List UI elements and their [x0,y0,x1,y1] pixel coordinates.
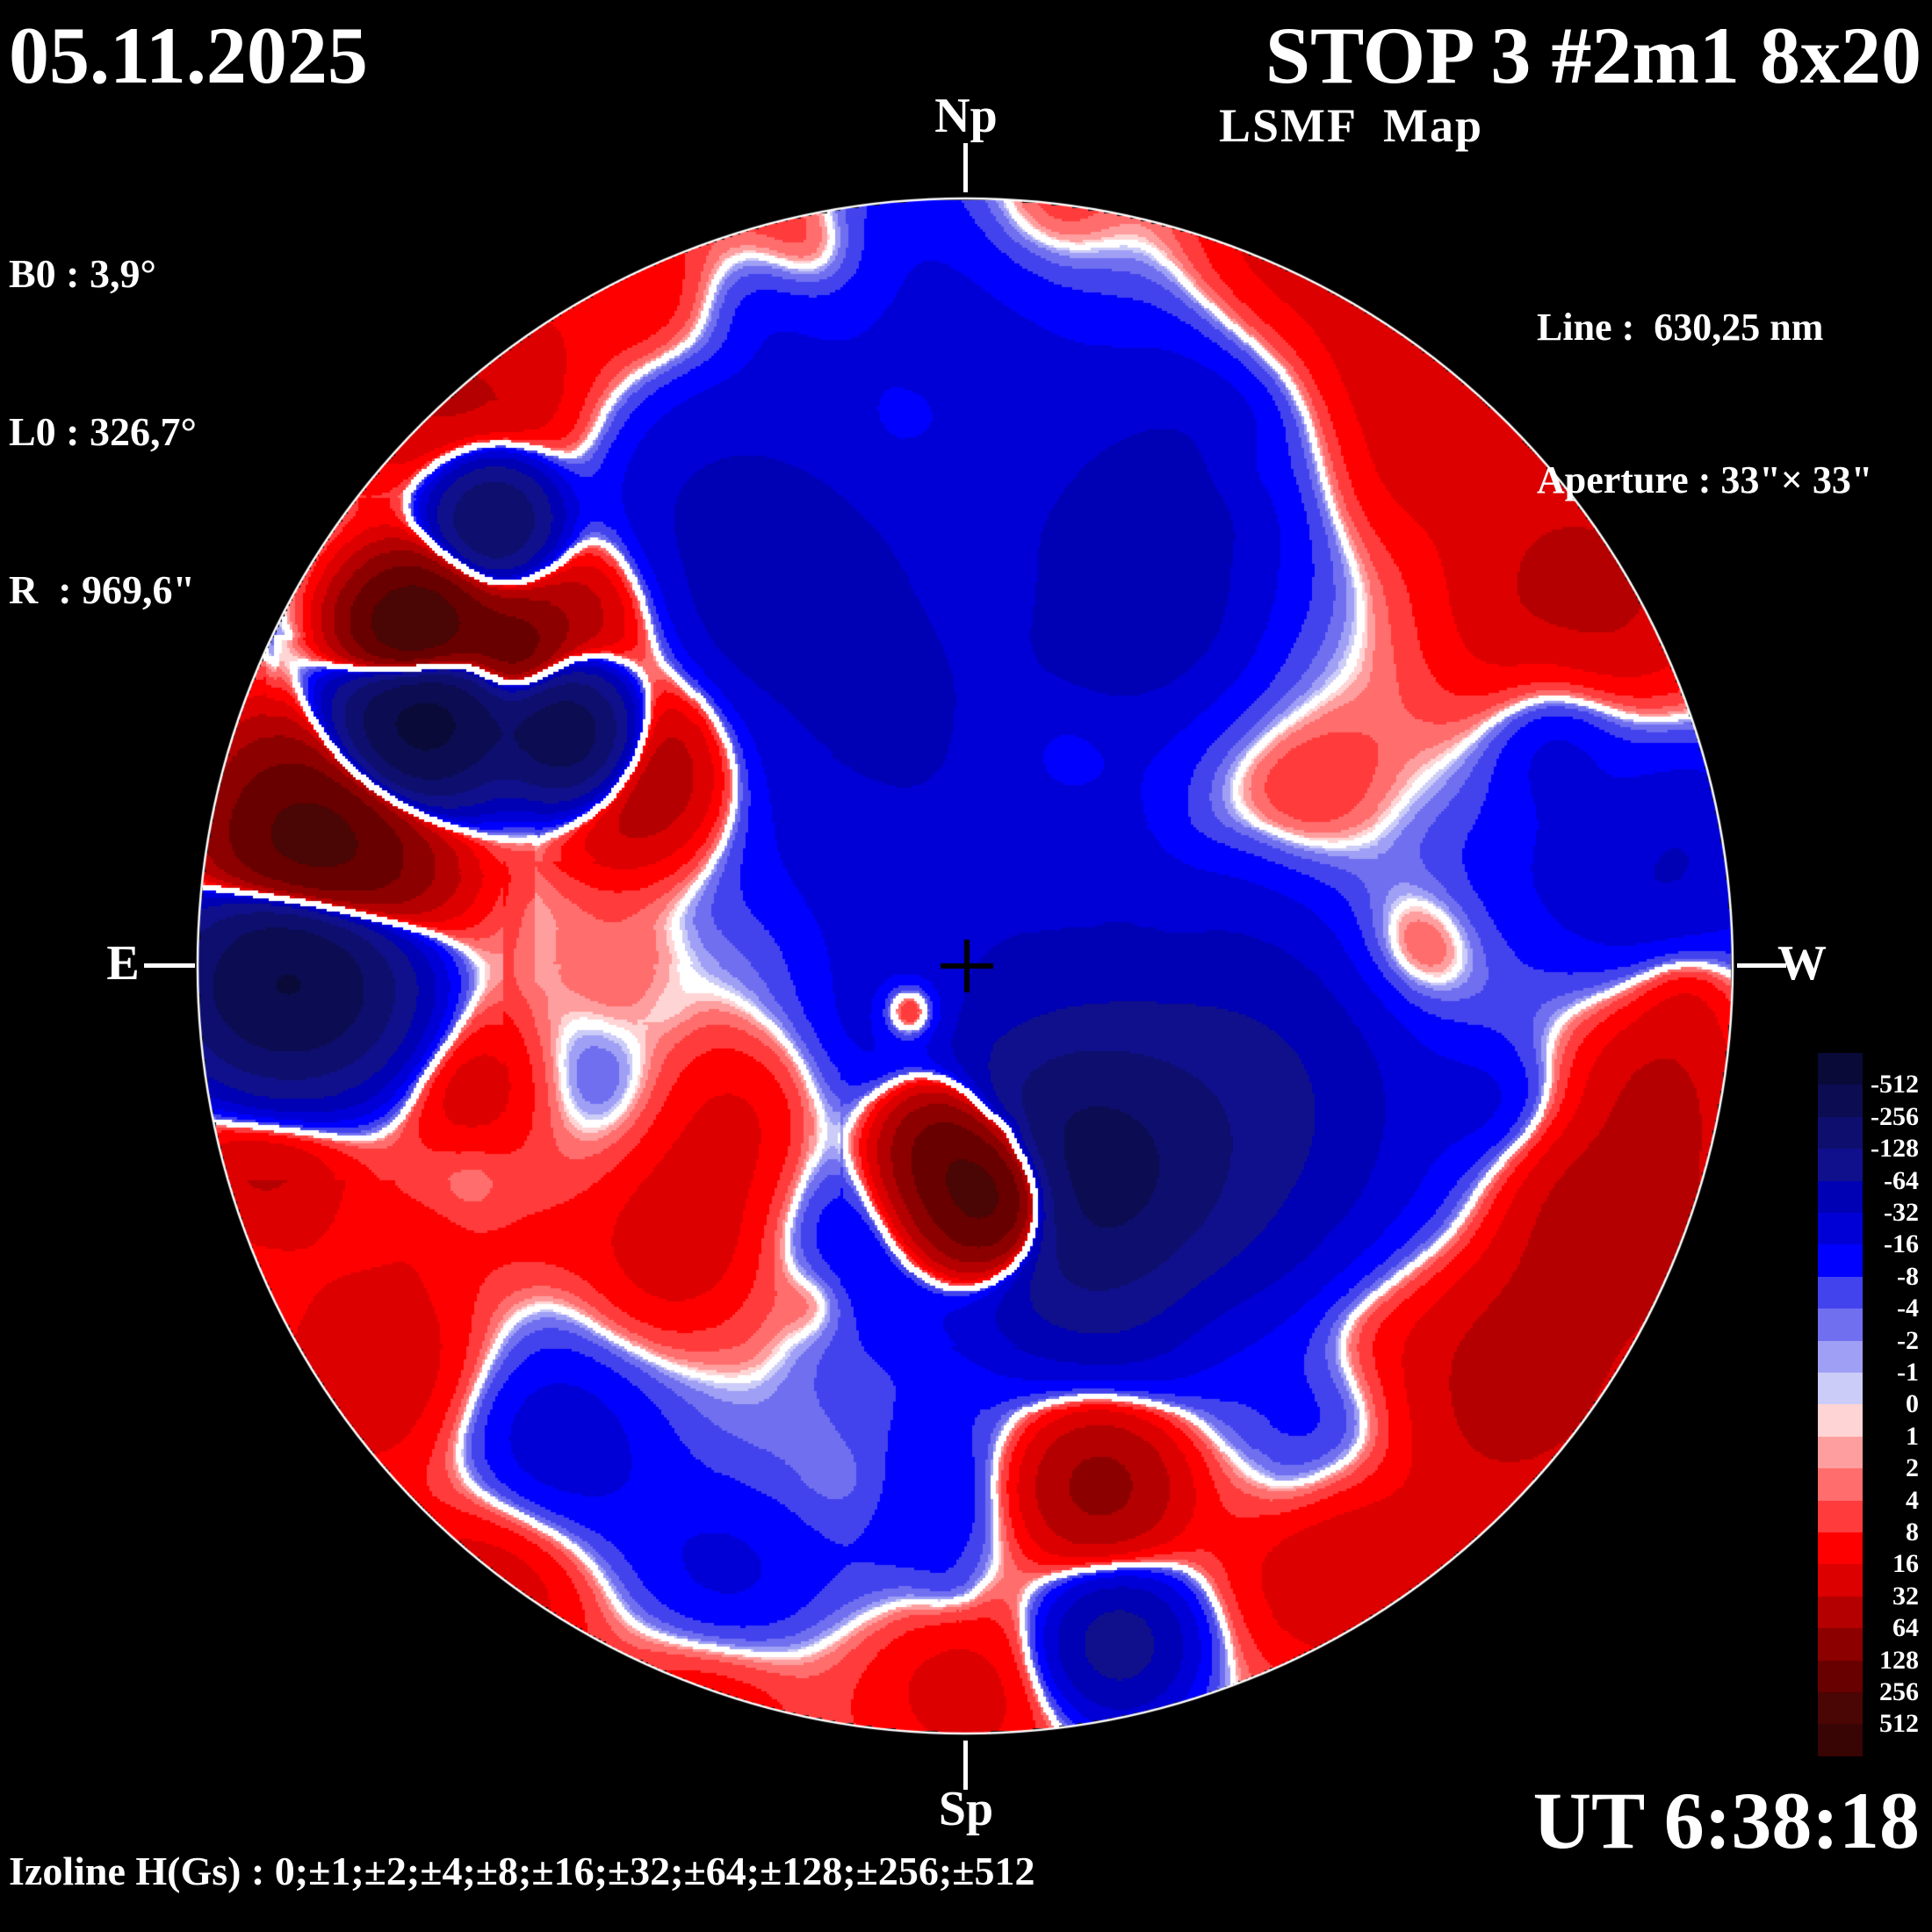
colorbar-label: -8 [1897,1261,1919,1291]
east-label: E [106,936,140,991]
param-l0: L0 : 326,7° [9,409,197,454]
colorbar-segment [1818,1180,1863,1214]
colorbar-label: 4 [1906,1485,1919,1515]
solar-parameters: B0 : 3,9° L0 : 326,7° R : 969,6" [9,142,197,669]
param-b0: B0 : 3,9° [9,251,156,296]
west-label: W [1777,936,1827,991]
colorbar-label: 2 [1906,1453,1919,1483]
colorbar-label: 512 [1879,1709,1919,1739]
colorbar-segment [1818,1053,1863,1085]
colorbar-segment [1818,1724,1863,1757]
colorbar-label: 64 [1892,1613,1919,1643]
colorbar-segment [1818,1149,1863,1182]
izoline-legend: Izoline H(Gs) : 0;±1;±2;±4;±8;±16;±32;±6… [9,1849,1035,1893]
north-pole-label: Np [934,89,998,143]
colorbar-segment [1818,1468,1863,1502]
north-tick [963,143,968,192]
param-r: R : 969,6" [9,567,196,612]
colorbar-segment [1818,1532,1863,1565]
colorbar-segment [1818,1244,1863,1278]
colorbar-segment [1818,1276,1863,1309]
colorbar-segment [1818,1340,1863,1373]
south-pole-label: Sp [938,1782,994,1836]
east-tick [144,963,195,968]
colorbar-label: -64 [1884,1165,1919,1195]
page-title: STOP 3 #2m1 8x20 [1265,11,1921,100]
colorbar-segment [1818,1692,1863,1725]
instrument-parameters: Line : 630,25 nm Aperture : 33"× 33" [1537,200,1872,557]
colorbar-label: 0 [1906,1389,1919,1419]
map-type-label: LSMF Map [1219,99,1483,152]
observation-date: 05.11.2025 [9,11,368,100]
colorbar-segment [1818,1213,1863,1245]
west-tick [1737,963,1786,968]
colorbar-label: 16 [1892,1549,1919,1579]
colorbar-label: -512 [1871,1070,1919,1099]
colorbar-label: 256 [1879,1677,1919,1706]
colorbar-label: -128 [1871,1134,1919,1164]
colorbar-label: 8 [1906,1517,1919,1546]
colorbar-segment [1818,1373,1863,1405]
colorbar-segment [1818,1404,1863,1438]
colorbar-label: -4 [1897,1294,1919,1323]
ut-time: UT 6:38:18 [1532,1776,1920,1865]
colorbar-segment [1818,1596,1863,1629]
colorbar-segment [1818,1628,1863,1662]
colorbar-segment [1818,1085,1863,1118]
colorbar-label: -2 [1897,1325,1919,1355]
colorbar-label: -32 [1884,1198,1919,1227]
colorbar-segment [1818,1308,1863,1342]
colorbar-segment [1818,1116,1863,1150]
colorbar-label: 128 [1879,1645,1919,1675]
south-tick [963,1741,968,1790]
colorbar-segment [1818,1564,1863,1597]
colorbar-label: 1 [1906,1421,1919,1451]
colorbar-segment [1818,1660,1863,1693]
colorbar-label: -1 [1897,1358,1919,1387]
param-aperture: Aperture : 33"× 33" [1537,458,1873,501]
param-line: Line : 630,25 nm [1537,306,1824,349]
colorbar-label: -16 [1884,1229,1919,1259]
colorbar-segment [1818,1436,1863,1469]
colorbar-segment [1818,1500,1863,1533]
colorbar-label: 32 [1892,1581,1919,1611]
colorbar-label: -256 [1871,1101,1919,1131]
